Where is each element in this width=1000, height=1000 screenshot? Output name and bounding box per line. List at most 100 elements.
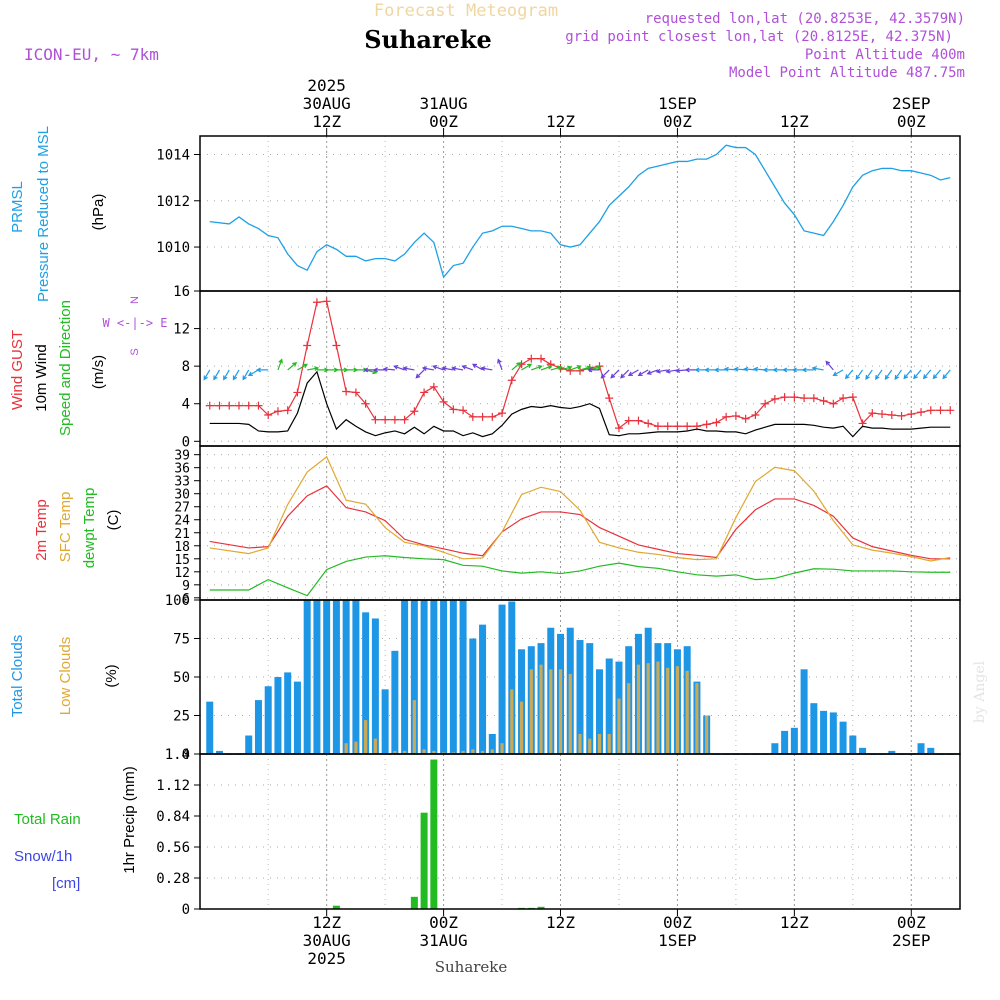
gust-point — [429, 382, 438, 391]
gust-point — [848, 393, 857, 402]
total-cloud-bar — [586, 643, 594, 754]
snow-unit-label: [cm] — [52, 875, 80, 892]
gust-point — [322, 297, 331, 306]
bottom-time-label: 31AUG — [420, 931, 468, 950]
top-time-label: 2025 — [307, 76, 346, 95]
wind-direction-arrow — [232, 369, 240, 381]
gust-point — [673, 422, 682, 431]
low-cloud-bar — [675, 666, 680, 754]
low-cloud-bar — [364, 720, 368, 754]
bottom-time-label: 2025 — [307, 949, 346, 968]
compass-s: S — [129, 348, 141, 355]
gust-point — [312, 298, 321, 307]
precip-bar — [332, 905, 340, 909]
total-cloud-bar — [888, 750, 896, 754]
gust-point — [439, 397, 448, 406]
gust-point — [273, 407, 282, 416]
low-cloud-bar — [656, 661, 660, 754]
snow-label: Snow/1h — [14, 848, 72, 865]
gust-point — [663, 422, 672, 431]
precip-ytick-label: 0.28 — [156, 871, 190, 887]
wind-direction-arrow — [497, 358, 503, 371]
pressure-ytick-label: 1014 — [156, 148, 190, 164]
temp-ytick-label: 18 — [174, 540, 190, 555]
gust-point — [507, 376, 516, 385]
total-cloud-bar — [362, 612, 370, 754]
gust-point — [381, 415, 390, 424]
gust-point — [264, 411, 273, 419]
temp-sfc-line — [209, 455, 951, 562]
total-cloud-bar — [771, 743, 779, 754]
credit-watermark: by Angel — [972, 660, 988, 723]
clouds-ytick-label: 0 — [182, 747, 190, 763]
pressure-line — [209, 144, 951, 279]
wind-direction-arrow — [326, 367, 339, 373]
gust-point — [644, 419, 653, 428]
wind-direction-arrow — [844, 369, 854, 380]
low-cloud-bar — [685, 670, 689, 754]
wind-direction-arrow — [451, 366, 464, 371]
wind-direction-arrow — [932, 369, 941, 380]
wind-direction-arrow — [471, 363, 483, 371]
wind-direction-arrow — [832, 369, 844, 377]
low-cloud-bar — [490, 749, 494, 754]
low-cloud-bar — [403, 750, 407, 754]
precip-panel: 0 0.28 0.56 0.84 1.12 1.4 — [156, 747, 960, 918]
total-cloud-bar — [859, 747, 867, 754]
clouds-ytick-label: 75 — [173, 632, 190, 648]
wind-direction-arrow — [855, 369, 864, 380]
low-cloud-bar — [636, 664, 641, 754]
low-cloud-bar — [529, 669, 533, 754]
top-time-label: 12Z — [312, 112, 341, 131]
gust-point — [907, 410, 916, 419]
wind-direction-arrow — [550, 365, 563, 371]
low-cloud-bar — [432, 750, 436, 754]
wind-direction-arrow — [511, 362, 522, 371]
low-cloud-bar — [422, 749, 426, 754]
total-cloud-bar — [605, 658, 613, 754]
location-title: Suhareke — [364, 25, 492, 54]
wind-direction-arrow — [922, 369, 932, 380]
wind-direction-arrow — [655, 368, 668, 374]
top-time-label: 1SEP — [658, 94, 697, 113]
gust-point — [449, 405, 458, 414]
gust-point — [244, 401, 253, 410]
total-cloud-bar — [332, 600, 340, 754]
wind-direction-arrow — [801, 367, 814, 373]
clouds-ytick-label: 100 — [165, 593, 190, 609]
pressure-panel: 1010 1012 1014 — [156, 136, 960, 291]
low-cloud-bar — [500, 743, 504, 754]
gust-point — [887, 411, 896, 419]
total-cloud-bar — [284, 672, 292, 754]
total-cloud-bar — [839, 721, 847, 754]
low-cloud-bar — [451, 752, 455, 754]
gust-point — [468, 412, 477, 421]
wind-direction-arrow — [213, 369, 221, 381]
wind-direction-arrow — [646, 369, 659, 375]
wind-dir-label: Speed and Direction — [57, 300, 74, 436]
wind-direction-arrow — [875, 369, 883, 380]
gust-point — [868, 409, 877, 418]
gust-point — [751, 411, 760, 419]
dewpt-label: dewpt Temp — [81, 488, 98, 569]
total-cloud-bar — [820, 710, 828, 754]
gust-point — [410, 407, 419, 416]
temp-2m-line — [209, 485, 951, 560]
gust-point — [761, 399, 770, 408]
wind-direction-arrow — [247, 369, 259, 377]
temp-sfc-label: SFC Temp — [57, 492, 74, 563]
low-cloud-bar — [393, 750, 397, 754]
wind-direction-arrows — [203, 358, 951, 381]
wind-direction-arrow — [203, 369, 211, 381]
wind-direction-arrow — [913, 369, 922, 380]
wind-direction-arrow — [942, 369, 951, 380]
clouds-unit-label: (%) — [103, 664, 120, 687]
wind-speed-line — [209, 370, 951, 438]
total-cloud-bar — [391, 650, 399, 754]
gust-point — [770, 395, 779, 404]
gust-point — [614, 424, 623, 433]
gust-point — [605, 394, 614, 403]
